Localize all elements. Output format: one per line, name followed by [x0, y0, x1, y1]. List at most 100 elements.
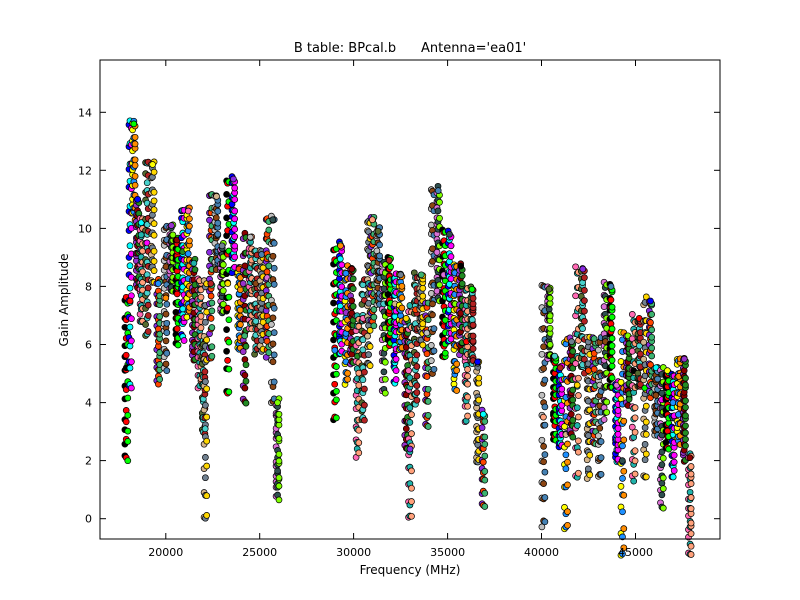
data-point	[433, 248, 441, 256]
data-point	[208, 299, 216, 307]
data-point	[628, 311, 636, 318]
data-point	[392, 376, 400, 383]
data-point	[573, 404, 581, 412]
data-point	[406, 419, 414, 426]
data-point	[333, 396, 340, 404]
data-point	[359, 376, 367, 384]
data-point	[620, 436, 628, 444]
data-point	[682, 442, 689, 450]
data-point	[124, 427, 132, 435]
data-point	[620, 467, 628, 475]
data-point	[659, 454, 667, 462]
data-point	[392, 367, 400, 374]
data-point	[617, 358, 625, 365]
data-point	[275, 450, 283, 458]
data-point	[223, 214, 230, 222]
data-point	[608, 348, 616, 356]
data-point	[333, 370, 340, 378]
data-point	[364, 332, 371, 340]
data-point	[186, 222, 193, 230]
data-point	[453, 367, 461, 374]
data-point	[479, 458, 487, 466]
data-point	[274, 467, 281, 475]
data-point	[541, 403, 549, 411]
data-point	[564, 440, 571, 448]
data-point	[434, 187, 442, 194]
data-point	[619, 442, 626, 450]
data-point	[231, 207, 239, 215]
data-point	[556, 364, 564, 372]
data-point	[573, 422, 581, 429]
data-point	[270, 378, 278, 386]
data-point	[608, 313, 616, 321]
data-point	[430, 325, 438, 332]
data-point	[150, 197, 158, 205]
data-point	[225, 388, 233, 396]
data-point	[143, 239, 151, 247]
data-point	[150, 188, 158, 196]
data-point	[203, 492, 211, 500]
data-point	[429, 245, 436, 253]
data-point	[131, 156, 139, 164]
data-point	[630, 477, 638, 485]
data-point	[464, 393, 471, 401]
data-point	[586, 451, 594, 459]
data-point	[355, 449, 363, 457]
y-axis-label: Gain Amplitude	[57, 254, 71, 347]
data-point	[424, 385, 432, 393]
data-point	[376, 252, 383, 260]
data-point	[682, 404, 689, 411]
data-point	[265, 226, 273, 234]
data-point	[434, 207, 442, 215]
data-point	[392, 355, 400, 363]
data-point	[349, 303, 357, 310]
data-point	[658, 448, 666, 456]
data-point	[619, 508, 626, 516]
data-point	[348, 265, 356, 273]
data-point	[219, 287, 227, 295]
data-point	[143, 179, 151, 187]
data-point	[197, 324, 205, 332]
data-point	[648, 352, 656, 360]
x-tick-label: 35000	[430, 546, 465, 559]
data-point	[551, 352, 559, 360]
data-point	[641, 441, 649, 448]
data-point	[481, 440, 489, 448]
data-point	[231, 253, 239, 261]
data-point	[380, 285, 388, 293]
data-point	[569, 347, 577, 355]
data-point	[575, 469, 582, 477]
data-point	[398, 282, 406, 290]
y-tick-label: 12	[78, 164, 92, 177]
data-point	[191, 266, 199, 273]
data-point	[545, 285, 553, 293]
data-point	[637, 350, 644, 358]
data-point	[538, 523, 546, 531]
data-point	[608, 303, 616, 311]
data-point	[670, 467, 678, 474]
data-point	[658, 389, 666, 397]
data-point	[269, 314, 277, 322]
data-point	[265, 330, 273, 337]
data-point	[406, 404, 414, 412]
data-point	[197, 293, 205, 301]
y-tick-label: 10	[78, 222, 92, 235]
data-point	[183, 313, 191, 321]
data-point	[453, 360, 461, 368]
data-point	[144, 312, 152, 319]
data-point	[163, 329, 171, 336]
data-point	[369, 216, 376, 224]
data-point	[541, 468, 549, 476]
data-point	[436, 198, 443, 206]
plot-frame	[99, 59, 721, 540]
data-point	[202, 474, 209, 482]
data-point	[475, 374, 483, 382]
data-point	[162, 310, 170, 318]
data-point	[225, 365, 233, 373]
data-point	[648, 326, 656, 334]
data-point	[546, 324, 554, 332]
data-point	[669, 473, 677, 481]
data-point	[270, 264, 278, 272]
data-point	[581, 307, 588, 315]
data-point	[464, 402, 471, 410]
